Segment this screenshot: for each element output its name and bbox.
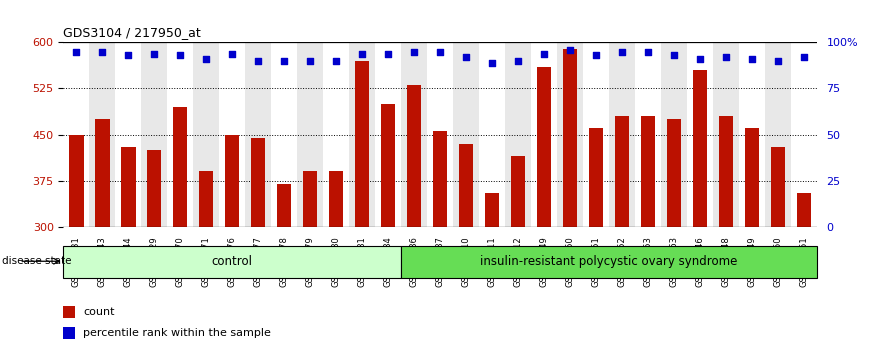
Point bbox=[226, 51, 240, 56]
Bar bbox=[739, 42, 765, 227]
Bar bbox=[531, 42, 557, 227]
Bar bbox=[719, 116, 733, 227]
Bar bbox=[713, 42, 739, 227]
Point bbox=[433, 49, 447, 55]
Bar bbox=[796, 193, 811, 227]
Point bbox=[744, 56, 759, 62]
Text: percentile rank within the sample: percentile rank within the sample bbox=[83, 329, 271, 338]
Bar bbox=[122, 147, 136, 227]
Bar bbox=[297, 42, 323, 227]
Point bbox=[381, 51, 396, 56]
Bar bbox=[95, 119, 109, 227]
Point bbox=[640, 49, 655, 55]
Bar bbox=[381, 104, 396, 227]
Bar bbox=[349, 42, 375, 227]
Bar bbox=[323, 42, 349, 227]
Bar bbox=[115, 42, 141, 227]
Point bbox=[511, 58, 525, 64]
Bar bbox=[401, 42, 427, 227]
Bar bbox=[375, 42, 401, 227]
Point bbox=[692, 56, 707, 62]
Bar bbox=[511, 156, 525, 227]
Bar bbox=[453, 42, 479, 227]
Point bbox=[537, 51, 551, 56]
Bar bbox=[640, 116, 655, 227]
Bar bbox=[557, 42, 583, 227]
Bar bbox=[583, 42, 609, 227]
Bar bbox=[147, 150, 161, 227]
Bar bbox=[791, 42, 817, 227]
Bar bbox=[303, 171, 317, 227]
Text: control: control bbox=[211, 255, 253, 268]
Bar bbox=[433, 131, 448, 227]
Point bbox=[563, 47, 577, 53]
Text: insulin-resistant polycystic ovary syndrome: insulin-resistant polycystic ovary syndr… bbox=[480, 255, 737, 268]
FancyBboxPatch shape bbox=[63, 246, 401, 278]
Bar bbox=[765, 42, 791, 227]
Bar bbox=[407, 85, 421, 227]
Bar bbox=[63, 306, 75, 318]
Bar bbox=[609, 42, 635, 227]
Point bbox=[147, 51, 161, 56]
Point bbox=[485, 60, 499, 65]
Bar bbox=[589, 129, 603, 227]
Bar bbox=[226, 135, 240, 227]
Point bbox=[303, 58, 317, 64]
Text: count: count bbox=[83, 307, 115, 317]
Bar bbox=[505, 42, 531, 227]
Point bbox=[251, 58, 265, 64]
Bar bbox=[167, 42, 193, 227]
Bar bbox=[271, 42, 297, 227]
Bar bbox=[89, 42, 115, 227]
Point bbox=[329, 58, 344, 64]
Point bbox=[719, 55, 733, 60]
Bar bbox=[692, 70, 707, 227]
Point bbox=[796, 55, 811, 60]
Bar bbox=[63, 42, 89, 227]
Point bbox=[459, 55, 473, 60]
Point bbox=[70, 49, 84, 55]
Bar bbox=[329, 171, 344, 227]
Bar bbox=[459, 144, 473, 227]
Bar bbox=[199, 171, 213, 227]
Bar bbox=[251, 138, 265, 227]
Bar bbox=[70, 135, 84, 227]
Point bbox=[771, 58, 785, 64]
Bar bbox=[563, 48, 577, 227]
Point bbox=[667, 52, 681, 58]
Bar bbox=[635, 42, 661, 227]
Text: disease state: disease state bbox=[2, 256, 71, 266]
Bar bbox=[661, 42, 687, 227]
Text: GDS3104 / 217950_at: GDS3104 / 217950_at bbox=[63, 25, 201, 39]
Bar bbox=[771, 147, 785, 227]
Bar bbox=[667, 119, 681, 227]
Bar bbox=[427, 42, 453, 227]
Bar bbox=[355, 61, 369, 227]
Bar bbox=[479, 42, 505, 227]
Point bbox=[615, 49, 629, 55]
Point bbox=[355, 51, 369, 56]
FancyBboxPatch shape bbox=[401, 246, 817, 278]
Bar bbox=[63, 327, 75, 339]
Bar bbox=[537, 67, 552, 227]
Point bbox=[199, 56, 213, 62]
Point bbox=[95, 49, 109, 55]
Bar bbox=[485, 193, 500, 227]
Bar bbox=[245, 42, 271, 227]
Point bbox=[122, 52, 136, 58]
Bar bbox=[174, 107, 188, 227]
Bar bbox=[744, 129, 759, 227]
Bar bbox=[615, 116, 629, 227]
Point bbox=[589, 52, 603, 58]
Bar bbox=[219, 42, 245, 227]
Point bbox=[407, 49, 421, 55]
Bar bbox=[277, 184, 292, 227]
Bar bbox=[687, 42, 713, 227]
Bar bbox=[193, 42, 219, 227]
Point bbox=[174, 52, 188, 58]
Point bbox=[278, 58, 292, 64]
Bar bbox=[141, 42, 167, 227]
